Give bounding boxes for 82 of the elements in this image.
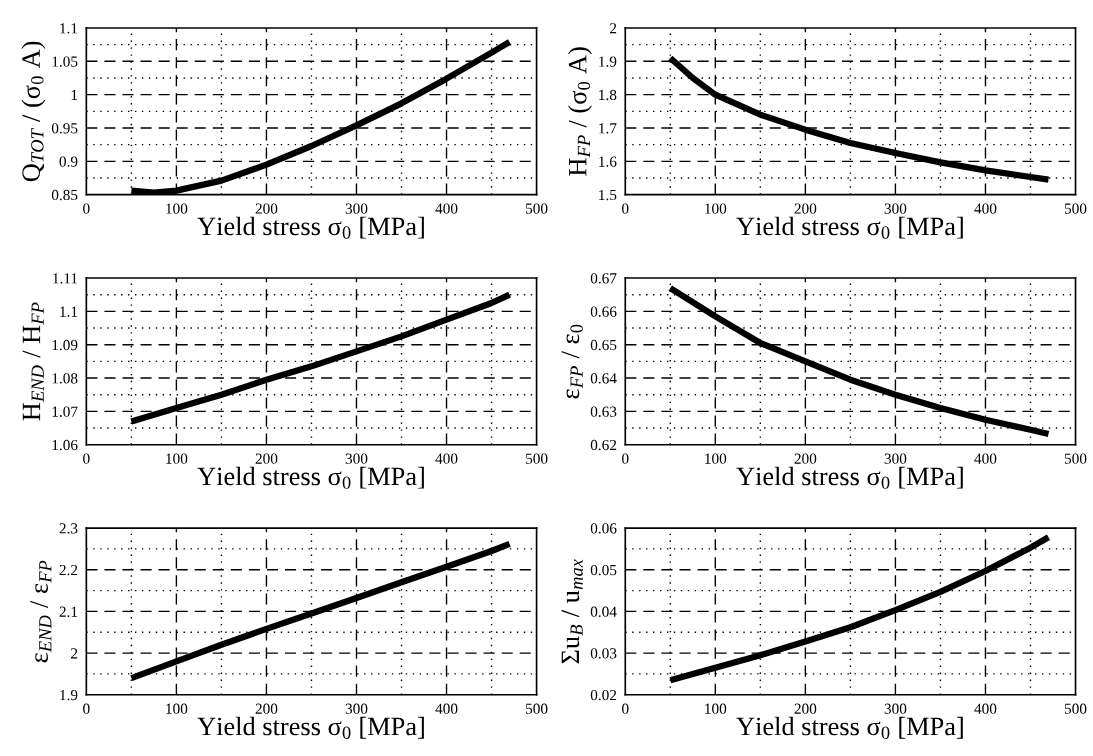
y-tick-label: 1.9	[60, 689, 78, 701]
x-tick-label: 300	[884, 203, 907, 214]
y-tick-label: 1.05	[52, 56, 78, 67]
x-tick-label: 500	[526, 203, 548, 214]
x-tick-label: 300	[345, 453, 368, 464]
x-tick-label: 500	[1064, 453, 1087, 464]
x-axis-title: Yield stress σ$_{0}$ [MPa]	[197, 216, 424, 239]
y-tick-label: 1.06	[52, 439, 78, 451]
x-tick-label: 0	[622, 703, 629, 714]
y-tick-label: 0.67	[590, 273, 617, 284]
y-tick-label: 1.09	[52, 339, 78, 351]
x-tick-label: 0	[83, 453, 90, 464]
x-tick-label: 200	[255, 703, 278, 714]
x-tick-label: 400	[974, 203, 997, 214]
x-tick-label: 400	[435, 453, 458, 464]
x-axis-title: Yield stress σ$_{0}$ [MPa]	[197, 466, 424, 489]
x-tick-label: 500	[526, 703, 548, 714]
x-tick-label: 400	[974, 453, 997, 464]
y-tick-label: 1.7	[599, 123, 617, 134]
y-tick-label: 0.04	[590, 606, 617, 617]
y-tick-label: 1.1	[60, 306, 78, 317]
y-tick-label: 0.64	[590, 373, 617, 384]
x-tick-label: 200	[794, 453, 817, 464]
x-tick-label: 0	[83, 203, 90, 214]
y-tick-label: 1.11	[53, 273, 78, 284]
x-tick-label: 500	[526, 453, 548, 464]
y-tick-label: 1.6	[599, 156, 617, 167]
y-axis-title: H$_{FP}$ / (σ$_{0}$ A)	[568, 47, 592, 176]
x-tick-label: 400	[435, 703, 458, 714]
x-axis-title: Yield stress σ$_{0}$ [MPa]	[197, 716, 424, 739]
y-tick-label: 0.9	[59, 156, 78, 167]
y-tick-label: 2	[71, 648, 78, 659]
y-axis-title: ε$_{FP}$ / ε$_{0}$	[561, 324, 583, 399]
y-tick-label: 0.06	[590, 523, 617, 534]
y-tick-label: 1.1	[60, 23, 78, 34]
x-tick-label: 200	[255, 203, 278, 214]
x-tick-label: 100	[705, 453, 727, 464]
x-tick-label: 300	[345, 203, 368, 214]
x-tick-label: 0	[622, 453, 629, 464]
y-tick-label: 1.07	[52, 406, 78, 417]
y-tick-label: 2.1	[59, 606, 78, 617]
y-tick-label: 0.65	[590, 339, 617, 351]
x-axis-title: Yield stress σ$_{0}$ [MPa]	[736, 716, 963, 739]
y-tick-label: 0.63	[590, 406, 617, 417]
y-tick-label: 0.62	[590, 439, 617, 451]
x-axis-title: Yield stress σ$_{0}$ [MPa]	[736, 216, 963, 239]
x-tick-label: 100	[166, 453, 188, 464]
y-tick-label: 0.66	[590, 306, 617, 317]
y-tick-label: 0.95	[51, 123, 78, 134]
x-tick-label: 200	[794, 703, 817, 714]
x-tick-label: 0	[83, 703, 90, 714]
x-axis-title: Yield stress σ$_{0}$ [MPa]	[736, 466, 963, 489]
y-tick-label: 0.85	[51, 189, 78, 201]
y-tick-label: 1	[71, 89, 78, 100]
y-tick-label: 0.02	[590, 689, 617, 701]
x-tick-label: 300	[884, 453, 907, 464]
y-tick-label: 2.2	[59, 564, 78, 576]
x-tick-label: 200	[255, 453, 278, 464]
y-tick-label: 2.3	[59, 523, 78, 534]
y-axis-title: H$_{END}$ / H$_{FP}$	[22, 302, 44, 421]
x-tick-label: 500	[1064, 203, 1087, 214]
x-tick-label: 100	[705, 203, 727, 214]
y-tick-label: 1.9	[599, 56, 617, 67]
y-tick-label: 1.8	[599, 89, 617, 101]
y-tick-label: 0.03	[590, 648, 617, 659]
y-tick-label: 1.5	[599, 189, 617, 201]
x-tick-label: 300	[884, 703, 907, 714]
x-tick-label: 200	[794, 203, 817, 214]
y-tick-label: 0.05	[590, 564, 617, 576]
x-tick-label: 500	[1064, 703, 1087, 714]
y-axis-title: Σu$_{B}$ / u$_{max}$	[561, 559, 583, 664]
y-axis-title: Q$_{TOT}$ / (σ$_{0}$ A)	[21, 41, 46, 182]
y-tick-label: 2	[609, 23, 617, 34]
x-tick-label: 400	[974, 703, 997, 714]
x-tick-label: 300	[345, 703, 368, 714]
y-tick-label: 1.08	[52, 373, 78, 384]
x-tick-label: 100	[166, 703, 188, 714]
x-tick-label: 0	[622, 203, 629, 214]
x-tick-label: 400	[435, 203, 458, 214]
y-axis-title: ε$_{END}$ / ε$_{FP}$	[30, 560, 52, 663]
x-tick-label: 100	[705, 703, 727, 714]
x-tick-label: 100	[166, 203, 188, 214]
